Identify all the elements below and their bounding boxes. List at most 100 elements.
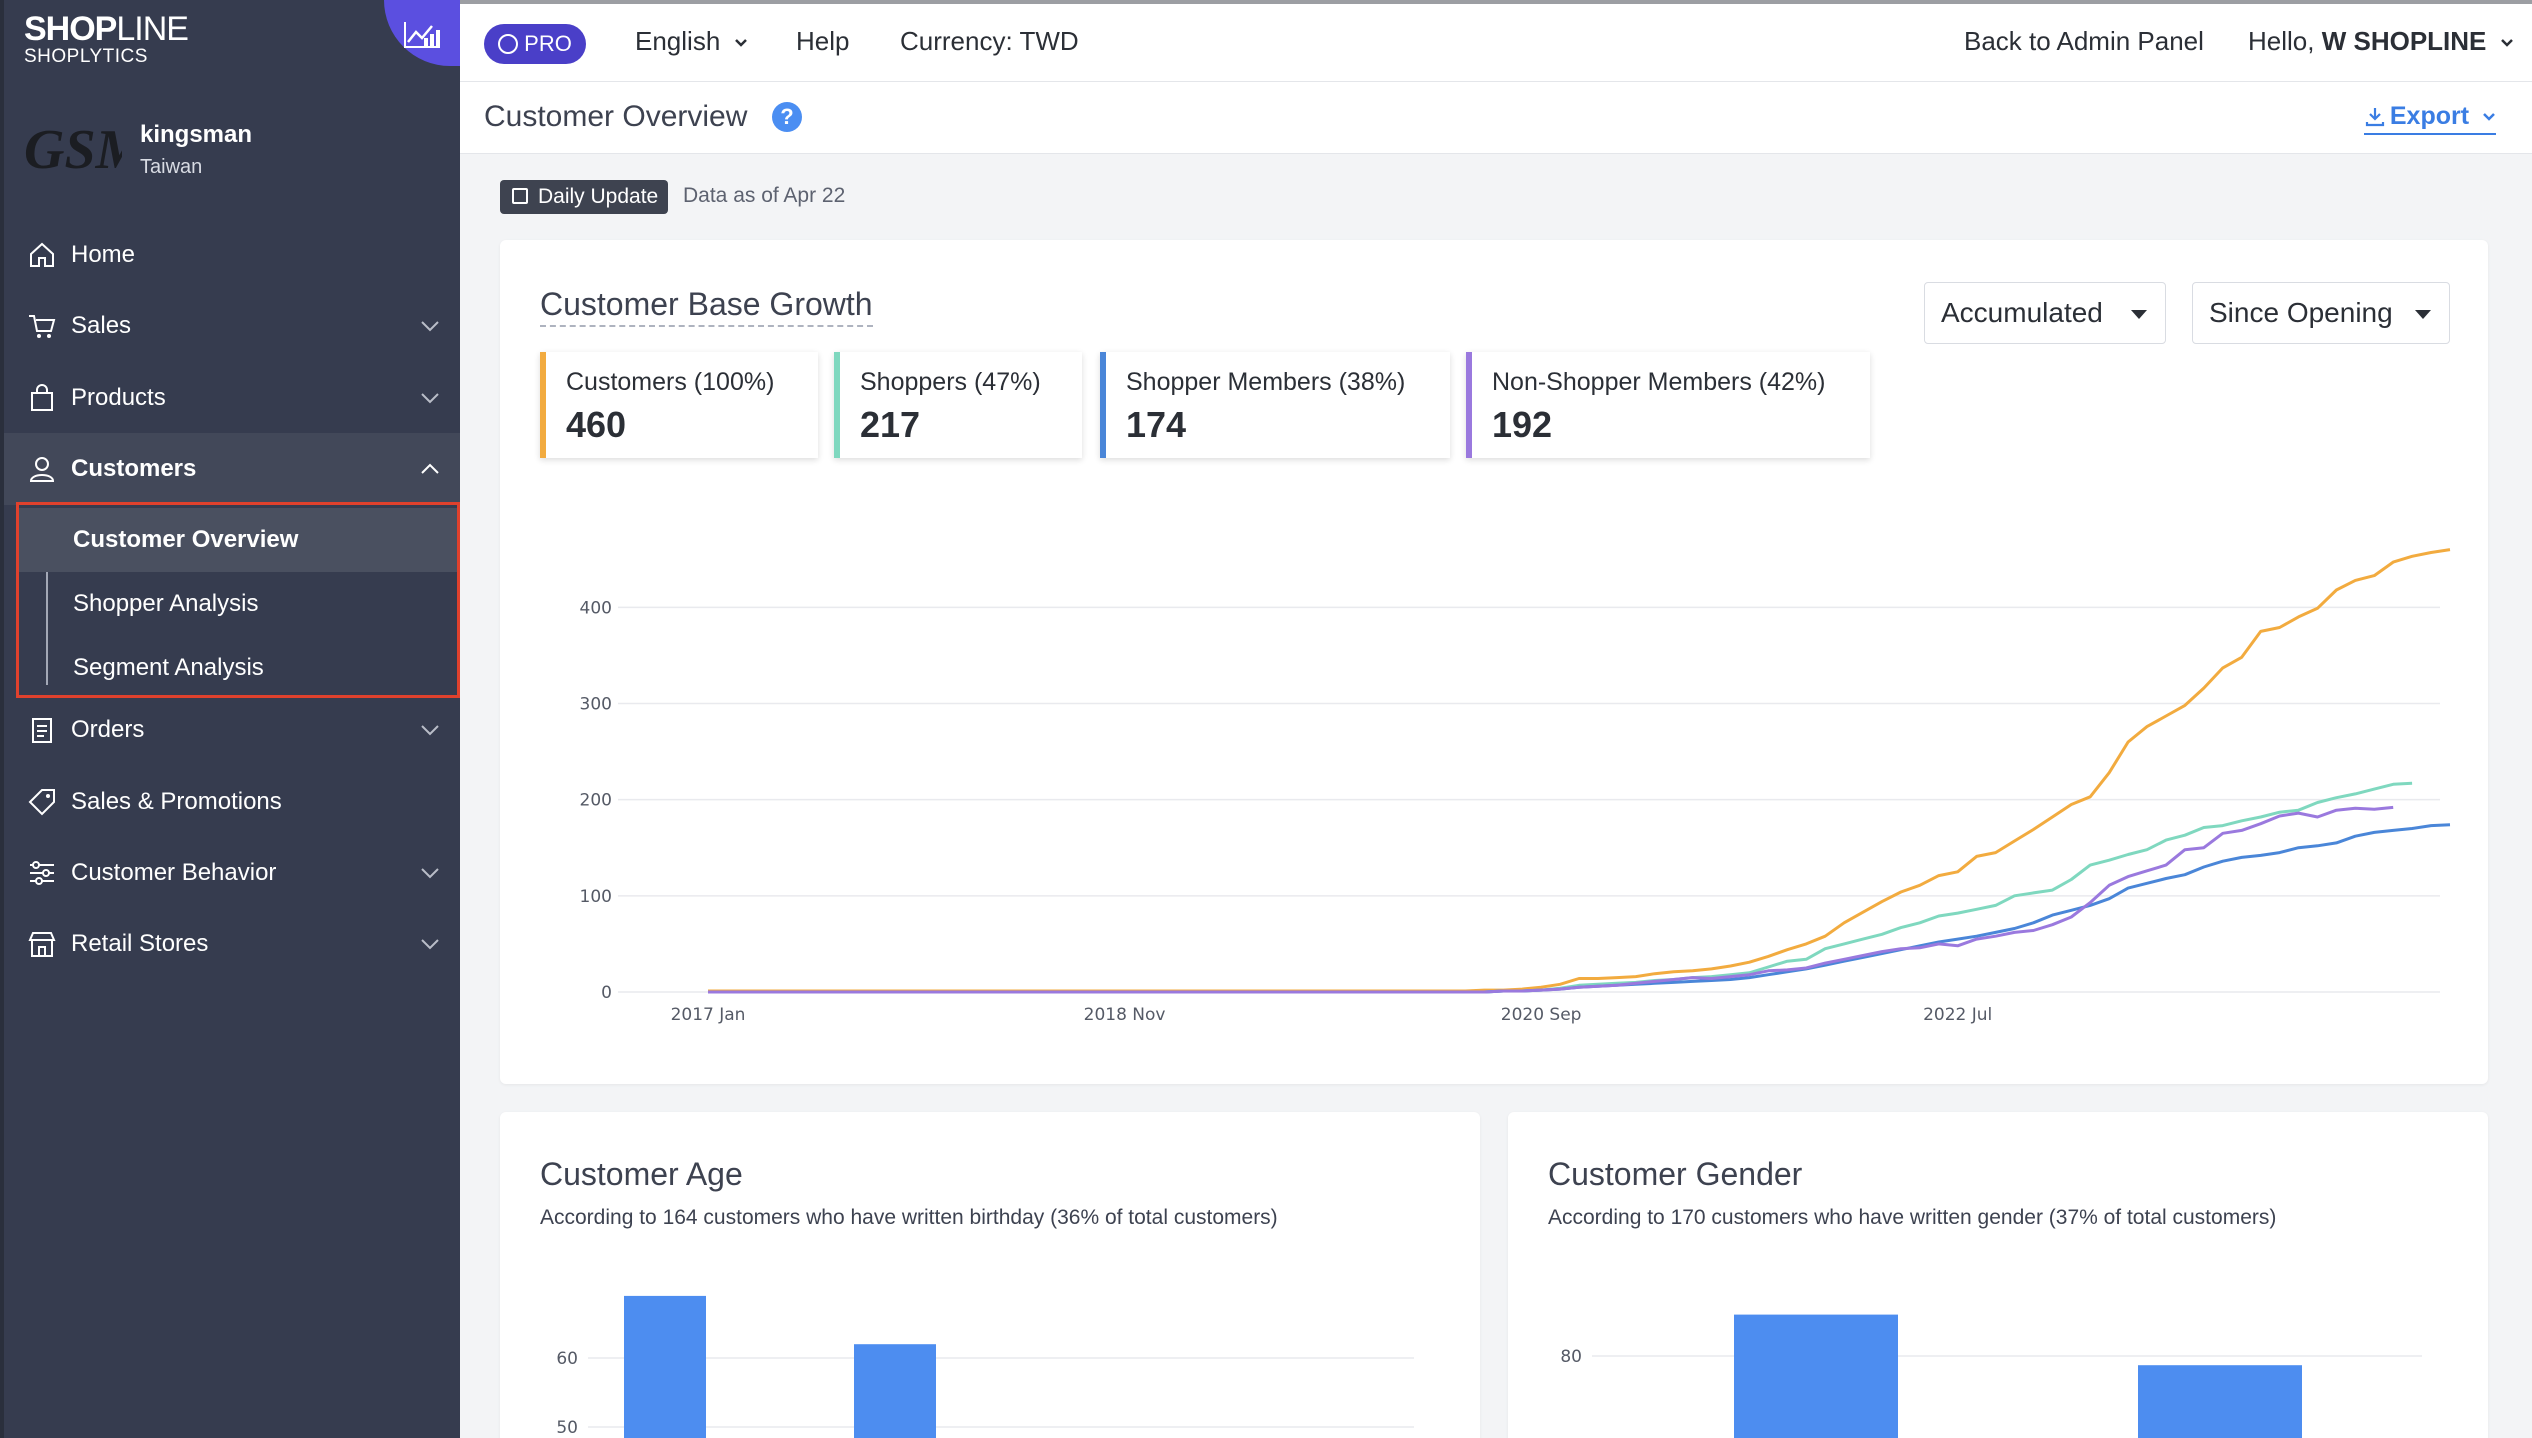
bar [624, 1295, 706, 1438]
submenu-item-segment-analysis[interactable]: Segment Analysis [73, 654, 264, 681]
kpi-shoppers[interactable]: Shoppers (47%) 217 [834, 352, 1082, 458]
bar [2138, 1365, 2302, 1438]
back-to-admin-link[interactable]: Back to Admin Panel [1964, 26, 2204, 56]
nav-item-sales[interactable]: Sales [4, 290, 460, 362]
help-link[interactable]: Help [796, 26, 850, 56]
nav-label: Sales [71, 312, 132, 339]
brand-logo[interactable]: SHOPLINE SHOPLYTICS [24, 10, 189, 67]
store-logo: GSM [24, 119, 122, 181]
y-tick-label: 400 [580, 598, 612, 618]
nav-item-orders[interactable]: Orders [4, 694, 460, 766]
download-icon [2365, 108, 2384, 127]
customer-base-growth-card: 0 100 200 300 400 2017 Jan 2018 Nov 2020 Sep 202… [500, 240, 2488, 1084]
user-name: W SHOPLINE [2321, 26, 2487, 56]
top-bar: PRO English Help Currency: TWD Back to A… [460, 0, 2532, 82]
mode-value: Accumulated [1941, 297, 2103, 328]
growth-title[interactable]: Customer Base Growth [540, 286, 873, 327]
series-line-customers [708, 548, 2451, 993]
x-tick-label: 2020 Sep [1501, 1005, 1582, 1025]
kpi-shopper-members[interactable]: Shopper Members (38%) 174 [1100, 352, 1450, 458]
nav-item-sales-promotions[interactable]: Sales & Promotions [4, 766, 460, 838]
store-icon [28, 932, 56, 957]
kpi-label: Customers (100%) [566, 368, 775, 396]
series-line-non-shopper-members [708, 805, 2394, 994]
nav-label: Orders [71, 716, 145, 743]
tag-icon [28, 789, 55, 816]
customer-gender-card: 80 Customer Gender According to 170 cust… [1508, 1112, 2488, 1438]
y-tick-label: 300 [580, 694, 612, 714]
submenu-guide-line [46, 521, 48, 685]
daily-update-label: Daily Update [538, 185, 659, 208]
x-tick-label: 2018 Nov [1084, 1005, 1166, 1025]
nav-item-customer-behavior[interactable]: Customer Behavior [4, 837, 460, 909]
y-tick-label: 0 [601, 983, 612, 1003]
kpi-value: 460 [566, 404, 627, 445]
chevron-down-icon [2500, 39, 2513, 47]
submenu-item-customer-overview[interactable]: Customer Overview [19, 508, 457, 572]
growth-chart: 0 100 200 300 400 2017 Jan 2018 Nov 2020 Sep 202… [580, 548, 2451, 1025]
chart-icon [404, 22, 440, 48]
export-button[interactable]: Export [2363, 102, 2496, 135]
chevron-down-icon [421, 321, 439, 332]
kpi-label: Shopper Members (38%) [1126, 368, 1406, 396]
help-icon[interactable]: ? [772, 102, 802, 132]
data-as-of: Data as of Apr 22 [683, 184, 846, 207]
page-title: Customer Overview [484, 100, 748, 133]
chevron-down-icon [421, 868, 439, 879]
chevron-up-icon [421, 463, 439, 474]
calendar-icon [512, 188, 528, 204]
kpi-non-shopper-members[interactable]: Non-Shopper Members (42%) 192 [1466, 352, 1870, 458]
kpi-label: Non-Shopper Members (42%) [1492, 368, 1826, 396]
nav-label: Products [71, 384, 166, 411]
chevron-down-icon [421, 939, 439, 950]
kpi-value: 217 [860, 404, 921, 445]
kpi-value: 192 [1492, 404, 1553, 445]
chevron-down-icon [2483, 113, 2495, 122]
nav-label: Customer Behavior [71, 859, 277, 886]
nav-item-products[interactable]: Products [4, 362, 460, 434]
shoplytics-badge[interactable] [384, 0, 464, 66]
user-menu[interactable]: Hello, W SHOPLINE [2248, 26, 2514, 57]
user-icon [29, 457, 55, 482]
gender-subtitle: According to 170 customers who have writ… [1548, 1206, 2277, 1229]
nav-item-home[interactable]: Home [4, 219, 460, 291]
customers-submenu: Customer Overview Shopper Analysis Segme… [16, 502, 460, 698]
x-tick-label: 2022 Jul [1923, 1005, 1992, 1025]
gender-chart: 80 [1560, 1314, 2422, 1438]
age-title: Customer Age [540, 1156, 743, 1192]
chevron-down-icon [734, 39, 747, 47]
clipboard-icon [32, 718, 52, 743]
age-subtitle: According to 164 customers who have writ… [540, 1206, 1278, 1229]
brand-name-rest: LINE [116, 10, 189, 48]
brand-name-bold: SHOP [24, 10, 117, 48]
bar [1734, 1314, 1898, 1438]
hello-label: Hello, [2248, 26, 2315, 56]
mode-dropdown[interactable]: Accumulated [1924, 282, 2166, 344]
home-icon [30, 242, 54, 267]
submenu-item-shopper-analysis[interactable]: Shopper Analysis [73, 590, 259, 617]
nav-label: Customers [71, 455, 197, 482]
series-line-shoppers [708, 781, 2413, 994]
nav-label: Sales & Promotions [71, 788, 282, 815]
y-tick-label: 60 [556, 1349, 578, 1369]
kpi-value: 174 [1126, 404, 1187, 445]
crown-icon [498, 34, 519, 54]
brand-sub: SHOPLYTICS [24, 46, 148, 67]
nav-item-retail-stores[interactable]: Retail Stores [4, 908, 460, 980]
nav-item-customers[interactable]: Customers [4, 433, 460, 505]
chevron-down-icon [421, 725, 439, 736]
filter-icon [30, 861, 54, 885]
kpi-customers[interactable]: Customers (100%) 460 [540, 352, 818, 458]
bar [854, 1344, 936, 1438]
y-tick-label: 50 [556, 1418, 578, 1438]
range-dropdown[interactable]: Since Opening [2192, 282, 2450, 344]
kpi-label: Shoppers (47%) [860, 368, 1041, 396]
y-tick-label: 80 [1560, 1347, 1582, 1367]
currency-label: Currency: TWD [900, 26, 1079, 56]
pro-label: PRO [524, 31, 572, 56]
gender-title: Customer Gender [1548, 1156, 1803, 1192]
language-label: English [635, 26, 721, 56]
pro-badge[interactable]: PRO [484, 24, 586, 64]
language-select[interactable]: English [635, 26, 748, 57]
bag-icon [31, 384, 53, 411]
